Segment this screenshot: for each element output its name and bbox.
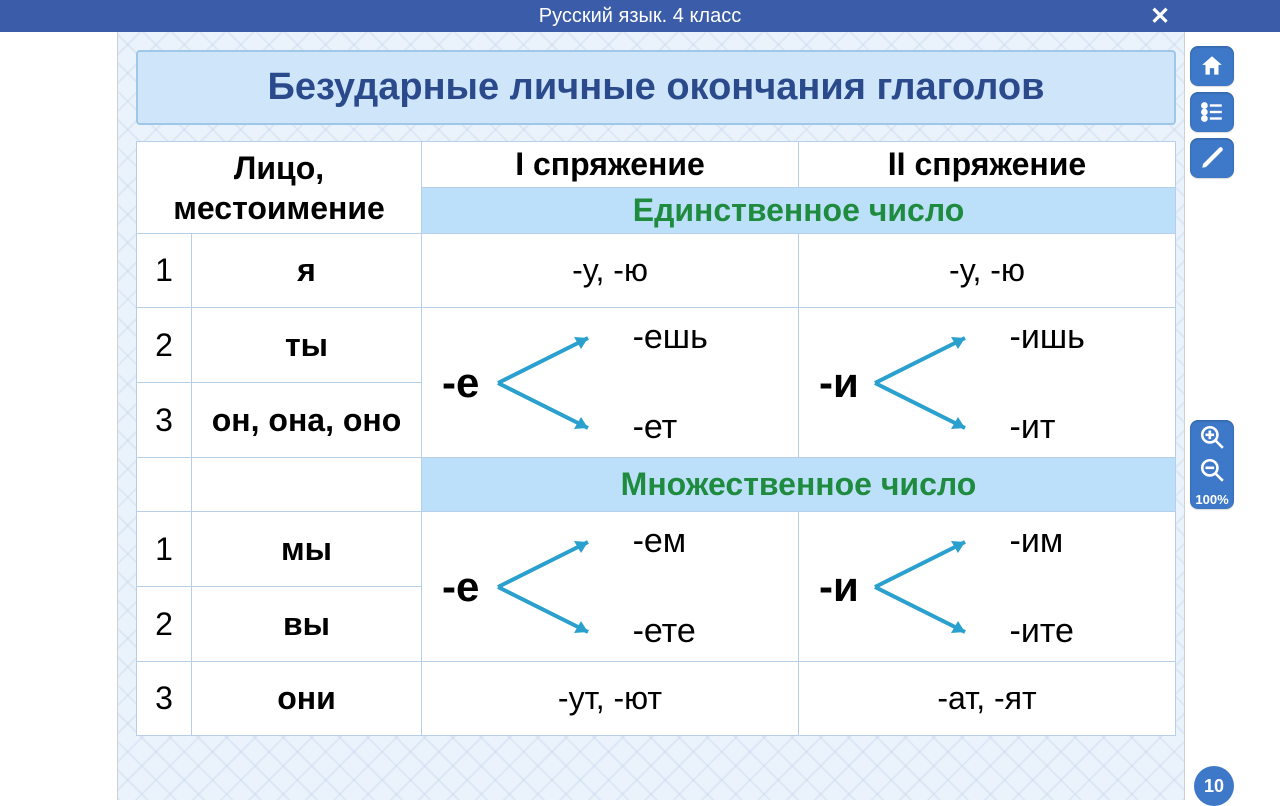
- branch-arrows-icon: [875, 527, 985, 647]
- home-button[interactable]: [1190, 46, 1234, 86]
- plural-person-1: 1: [137, 512, 192, 587]
- lesson-heading-box: Безударные личные окончания глаголов: [136, 50, 1176, 125]
- checklist-icon: [1199, 99, 1225, 125]
- zoom-out-icon: [1199, 457, 1225, 483]
- conj2-sg-branch-top: -ишь: [1010, 318, 1085, 357]
- branch-arrows-icon: [875, 323, 985, 443]
- conj1-pl-stem: -е: [442, 563, 479, 611]
- conj2-sg-branch: -и -ишь -ит: [799, 308, 1176, 458]
- content-area: Безударные личные окончания глаголов Лиц…: [118, 32, 1184, 800]
- conjugation-table: Лицо, местоимение I спряжение II спряжен…: [136, 141, 1176, 736]
- conj2-sg-1: -у, -ю: [799, 234, 1176, 308]
- singular-person-3: 3: [137, 383, 192, 458]
- zoom-controls: 100%: [1190, 420, 1234, 509]
- lesson-heading: Безударные личные окончания глаголов: [148, 66, 1164, 109]
- plural-pronoun-3: они: [192, 662, 422, 736]
- close-icon: ✕: [1150, 2, 1170, 31]
- singular-pronoun-3: он, она, оно: [192, 383, 422, 458]
- zoom-level-label: 100%: [1195, 492, 1228, 507]
- conj1-pl-3: -ут, -ют: [422, 662, 799, 736]
- conj1-sg-branch-top: -ешь: [633, 318, 708, 357]
- empty-cell: [192, 458, 422, 512]
- title-bar: Русский язык. 4 класс ✕: [0, 0, 1280, 32]
- conj1-sg-1: -у, -ю: [422, 234, 799, 308]
- zoom-in-icon: [1199, 424, 1225, 450]
- app-title: Русский язык. 4 класс: [539, 5, 741, 28]
- conj1-sg-stem: -е: [442, 359, 479, 407]
- plural-person-2: 2: [137, 587, 192, 662]
- side-toolbar: [1190, 46, 1234, 178]
- plural-person-3: 3: [137, 662, 192, 736]
- conj2-header: II спряжение: [799, 142, 1176, 188]
- left-gutter: [0, 32, 118, 800]
- conj1-pl-branch-bot: -ете: [633, 612, 696, 651]
- contents-button[interactable]: [1190, 92, 1234, 132]
- plural-pronoun-1: мы: [192, 512, 422, 587]
- close-button[interactable]: ✕: [1140, 0, 1180, 32]
- singular-person-2: 2: [137, 308, 192, 383]
- conj2-sg-stem: -и: [819, 359, 859, 407]
- branch-arrows-icon: [498, 527, 608, 647]
- conj1-pl-branch-top: -ем: [633, 522, 687, 561]
- zoom-in-button[interactable]: [1199, 424, 1225, 455]
- pronoun-header-text: Лицо, местоимение: [173, 150, 385, 226]
- pronoun-header: Лицо, местоимение: [137, 142, 422, 234]
- singular-person-1: 1: [137, 234, 192, 308]
- conj1-sg-branch: -е -ешь -ет: [422, 308, 799, 458]
- singular-pronoun-1: я: [192, 234, 422, 308]
- conj1-header: I спряжение: [422, 142, 799, 188]
- page-number-text: 10: [1204, 776, 1224, 797]
- pencil-icon: [1199, 145, 1225, 171]
- conj1-sg-branch-bot: -ет: [633, 408, 678, 447]
- conj2-pl-branch-bot: -ите: [1010, 612, 1074, 651]
- home-icon: [1199, 53, 1225, 79]
- conj1-pl-branch: -е -ем -ете: [422, 512, 799, 662]
- page-number-badge[interactable]: 10: [1194, 766, 1234, 806]
- empty-cell: [137, 458, 192, 512]
- conj2-pl-stem: -и: [819, 563, 859, 611]
- branch-arrows-icon: [498, 323, 608, 443]
- singular-pronoun-2: ты: [192, 308, 422, 383]
- conj2-pl-branch: -и -им -ите: [799, 512, 1176, 662]
- conj2-pl-3: -ат, -ят: [799, 662, 1176, 736]
- plural-subheader: Множественное число: [422, 458, 1176, 512]
- singular-subheader: Единственное число: [422, 188, 1176, 234]
- conj2-pl-branch-top: -им: [1010, 522, 1064, 561]
- draw-button[interactable]: [1190, 138, 1234, 178]
- zoom-out-button[interactable]: [1199, 457, 1225, 488]
- conj2-sg-branch-bot: -ит: [1010, 408, 1056, 447]
- plural-pronoun-2: вы: [192, 587, 422, 662]
